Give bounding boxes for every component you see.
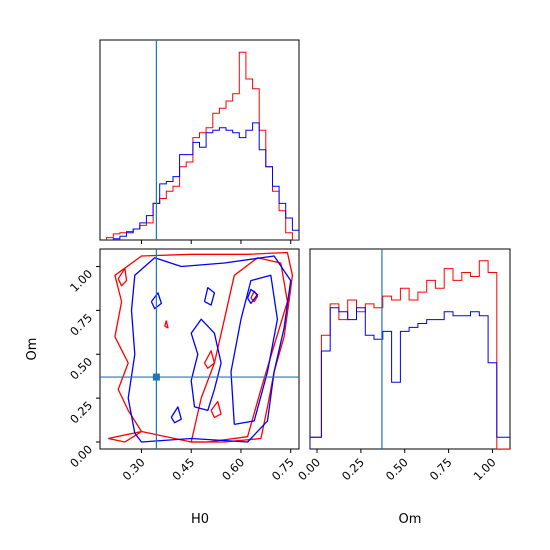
om-histogram [310, 249, 510, 449]
h0-histogram [106, 40, 299, 240]
x-axis-label-om: Om [399, 512, 422, 527]
om-x-tick-label: 0.25 [339, 455, 367, 483]
h0-tick-label: 0.30 [120, 455, 148, 483]
om-hist-series-1 [310, 307, 510, 449]
h0-tick-label: 0.75 [269, 455, 297, 483]
contour-8 [230, 274, 279, 426]
om-y-tick-label: 0.50 [67, 355, 95, 383]
contour-9 [246, 288, 259, 305]
joint-contours [100, 249, 299, 449]
h0-histogram-frame [99, 39, 300, 241]
contour-5 [117, 267, 128, 287]
contour-11 [203, 286, 216, 306]
om-y-tick-label: 0.25 [67, 398, 95, 426]
contour-7 [127, 255, 292, 443]
om-histogram-frame [309, 248, 511, 450]
contour-6 [164, 320, 169, 329]
contour-10 [190, 318, 222, 412]
contour-3 [203, 350, 216, 369]
contour-4 [210, 400, 222, 419]
h0-hist-series-1 [106, 122, 299, 240]
contour-12 [170, 406, 182, 424]
y-axis-label-om: Om [25, 338, 40, 361]
h0-tick-label: 0.60 [219, 455, 247, 483]
h0-hist-series-0 [106, 51, 299, 240]
h0-tick-label: 0.45 [169, 455, 197, 483]
om-y-tick-label: 1.00 [67, 267, 95, 295]
om-hist-series-0 [310, 260, 510, 449]
contour-0 [108, 251, 294, 443]
om-x-tick-label: 0.75 [427, 455, 455, 483]
om-y-tick-label: 0.75 [67, 311, 95, 339]
om-x-tick-label: 0.50 [383, 455, 411, 483]
om-x-tick-label: 1.00 [471, 455, 499, 483]
joint-panel-frame [99, 248, 300, 450]
om-y-tick-label: 0.00 [67, 442, 95, 470]
x-axis-label-h0: H0 [191, 512, 209, 527]
truth-marker [152, 373, 160, 381]
om-x-tick-label: 0.00 [295, 455, 323, 483]
